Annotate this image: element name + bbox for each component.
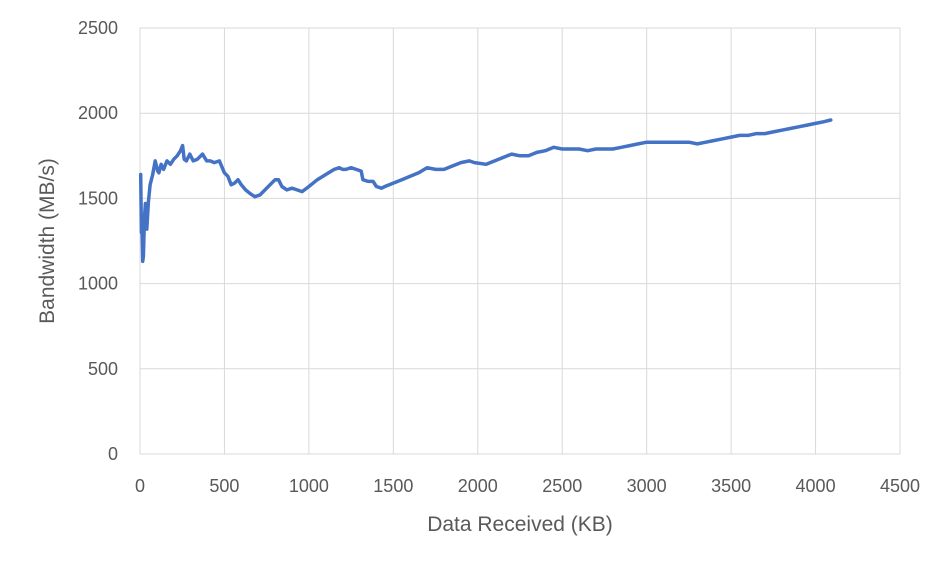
x-tick-label: 3000	[627, 476, 667, 496]
y-tick-label: 0	[108, 444, 118, 464]
y-tick-label: 1500	[78, 188, 118, 208]
y-axis-title: Bandwidth (MB/s)	[36, 158, 59, 324]
series-line	[138, 118, 833, 264]
x-tick-label: 0	[135, 476, 145, 496]
y-tick-label: 2000	[78, 103, 118, 123]
x-tick-label: 4000	[796, 476, 836, 496]
series-group	[138, 118, 833, 264]
x-tick-label: 3500	[711, 476, 751, 496]
y-tick-label: 2500	[78, 18, 118, 38]
y-tick-label: 500	[88, 359, 118, 379]
y-tick-label: 1000	[78, 274, 118, 294]
x-tick-label: 4500	[880, 476, 920, 496]
x-tick-label: 1000	[289, 476, 329, 496]
x-axis-ticks: 0 500 1000 1500 2000 2500 3000 3500 4000 4500	[135, 476, 920, 496]
x-tick-label: 1500	[373, 476, 413, 496]
y-axis-ticks: 0 500 1000 1500 2000 2500	[78, 18, 118, 464]
gridlines	[139, 27, 901, 455]
x-tick-label: 2500	[542, 476, 582, 496]
x-tick-label: 500	[209, 476, 239, 496]
x-tick-label: 2000	[458, 476, 498, 496]
x-axis-title: Data Received (KB)	[427, 513, 613, 536]
